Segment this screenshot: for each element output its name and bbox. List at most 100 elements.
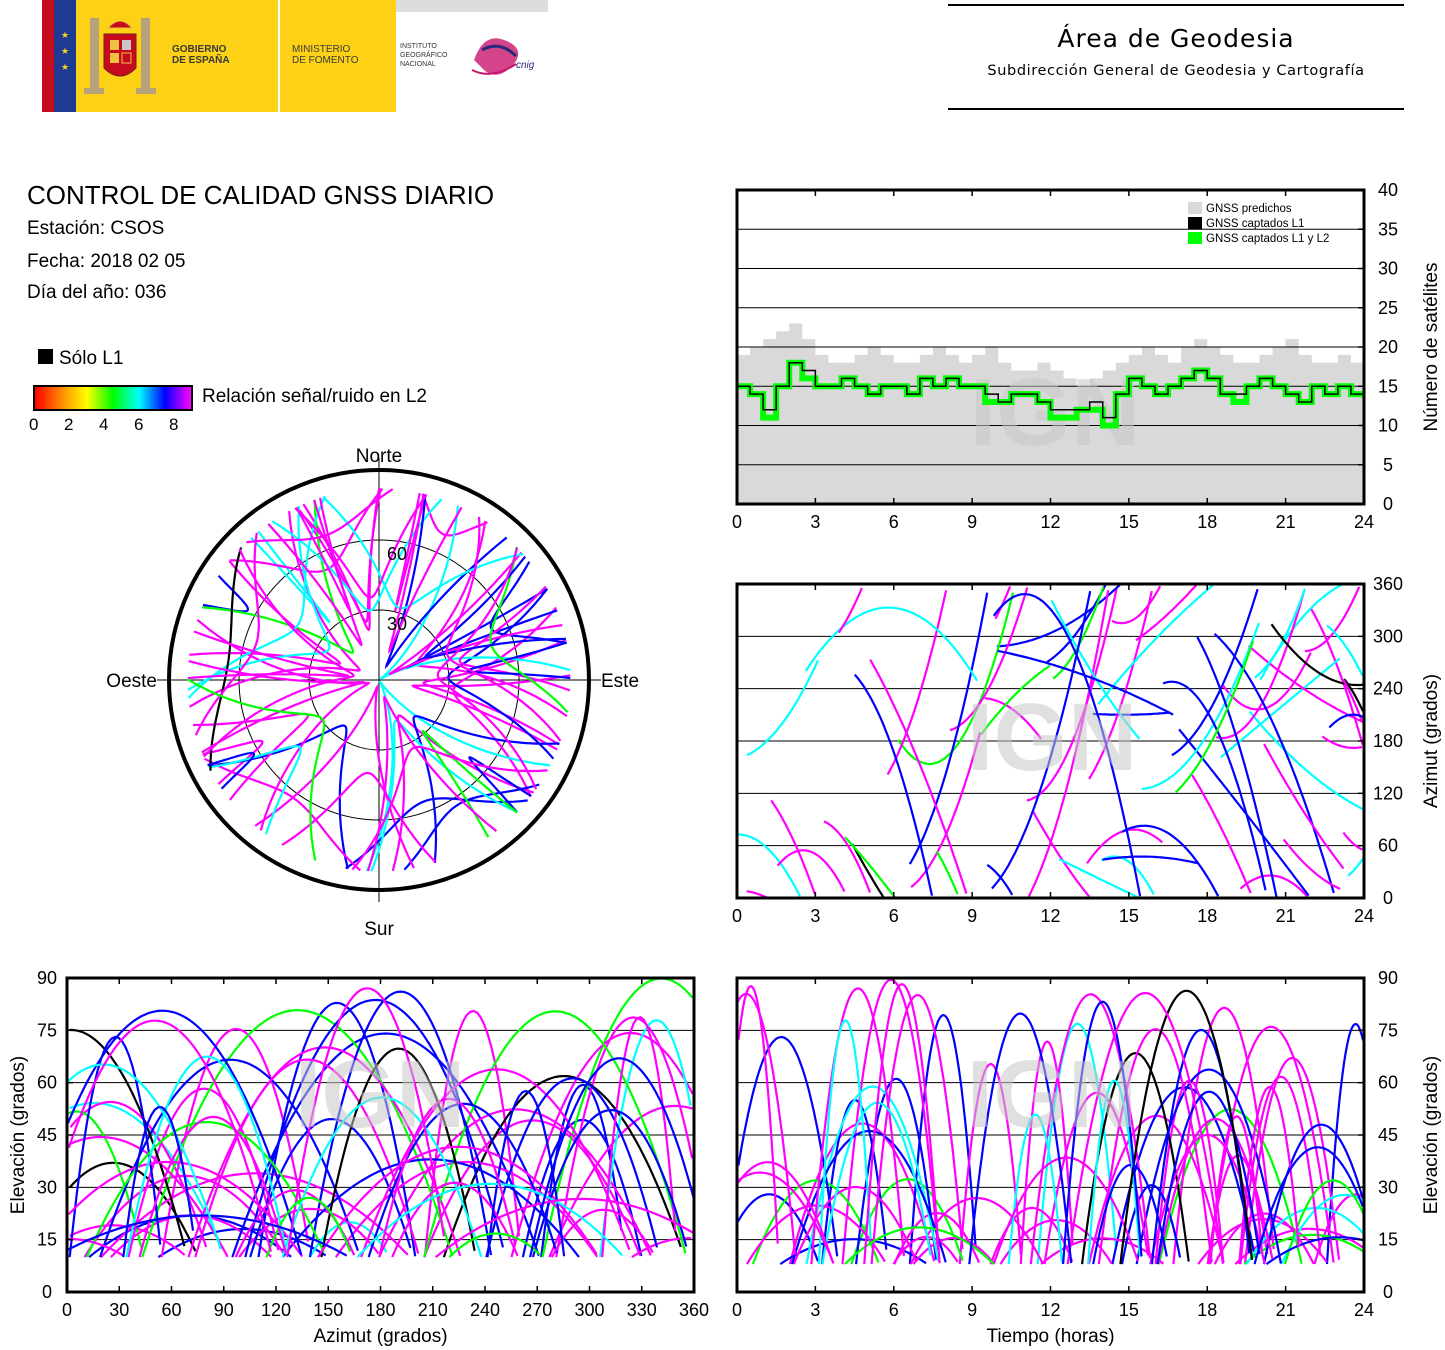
azimuth-track xyxy=(1222,652,1312,711)
gobierno-label: GOBIERNO DE ESPAÑA xyxy=(172,44,230,66)
y-tick-label: 10 xyxy=(1378,416,1398,436)
y-tick-label: 90 xyxy=(1378,968,1398,988)
azimuth-track xyxy=(1088,590,1153,780)
elevation-azimuth-track xyxy=(122,1106,195,1258)
skyplot-track xyxy=(384,494,508,670)
azimuth-track xyxy=(1162,680,1267,891)
elevation-azimuth-track xyxy=(265,1196,352,1258)
header-area: Área de Geodesia Subdirección General de… xyxy=(948,0,1404,112)
elevation-time-track xyxy=(751,1179,880,1265)
x-tick-label: 180 xyxy=(365,1300,395,1320)
azimuth-track xyxy=(1102,855,1199,865)
azimuth-track xyxy=(1027,590,1110,898)
azimuth-track xyxy=(1121,824,1220,897)
azimuth-track xyxy=(980,664,1051,736)
elevation-time-track xyxy=(736,992,797,1255)
header-logos: ★ ★ ★ GOBIERNO DE ESPAÑA MINISTERIO DE F… xyxy=(42,0,548,112)
skyplot-track xyxy=(229,488,384,573)
legend-label: GNSS predichos xyxy=(1206,203,1292,215)
elevation-time-track xyxy=(1087,1079,1142,1265)
elevation-azimuth-track xyxy=(281,1096,483,1258)
azimuth-track xyxy=(1247,644,1364,724)
skyplot-track xyxy=(412,715,560,864)
elevation-time-track xyxy=(992,1156,1139,1265)
x-tick-label: 9 xyxy=(967,906,977,926)
skyplot-track xyxy=(351,745,548,871)
snr-tick-8: 8 xyxy=(169,415,179,434)
skyplot-tracks xyxy=(187,488,571,872)
azimuth-track xyxy=(1196,636,1278,899)
y-tick-label: 35 xyxy=(1378,219,1398,239)
azimuth-track xyxy=(737,833,801,897)
elevation-azimuth-track xyxy=(138,1115,287,1258)
x-tick-label: 6 xyxy=(889,1300,899,1320)
elevation-time-track xyxy=(912,1237,995,1265)
elevation-time-track xyxy=(1007,1113,1064,1265)
skyplot-track xyxy=(187,495,327,699)
elevation-azimuth-tracks xyxy=(66,977,695,1259)
azimuth-track xyxy=(746,890,768,899)
elevation-time-track xyxy=(1280,1193,1364,1265)
skyplot-track xyxy=(271,498,443,612)
elevation-time-track xyxy=(841,978,940,1265)
azimuth-track xyxy=(1046,584,1107,663)
x-tick-label: 12 xyxy=(1040,906,1060,926)
elevation-time-track xyxy=(1156,1090,1261,1265)
cnig-label: cnig xyxy=(516,60,535,71)
azimuth-track xyxy=(1342,679,1364,723)
y-tick-label: 60 xyxy=(37,1073,57,1093)
azimuth-track xyxy=(1174,640,1255,794)
elevation-azimuth-track xyxy=(125,1055,288,1258)
x-tick-label: 270 xyxy=(522,1300,552,1320)
satellites-count-chart: IGN 0 3 6 9 12 15 18 21 24 0 5 10 15 20 25 30 35 40 Número … xyxy=(732,180,1442,532)
x-tick-label: 21 xyxy=(1276,1300,1296,1320)
skyplot-track xyxy=(187,630,351,680)
elevation-azimuth-track xyxy=(378,1097,517,1258)
azimuth-track xyxy=(1026,588,1118,802)
x-tick-label: 3 xyxy=(810,906,820,926)
azimuth-track xyxy=(1191,774,1252,894)
y-tick-label: 0 xyxy=(1383,1282,1393,1302)
x-tick-label: 240 xyxy=(470,1300,500,1320)
skyplot-track xyxy=(367,695,498,872)
date-label: Fecha: 2018 02 05 xyxy=(27,251,186,272)
x-tick-label: 21 xyxy=(1276,512,1296,532)
elevation-time-track xyxy=(1119,989,1254,1265)
elevation-time-chart: IGN 0 3 6 9 12 15 18 21 24 0 15 30 45 60 75 90 Elevación … xyxy=(732,968,1442,1347)
cardinal-south: Sur xyxy=(364,919,394,940)
y-tick-label: 180 xyxy=(1373,731,1403,751)
elevation-azimuth-track xyxy=(67,1019,272,1252)
y-axis-label: Azimut (grados) xyxy=(1421,674,1442,808)
x-tick-label: 24 xyxy=(1354,512,1374,532)
azimuth-track xyxy=(776,849,846,893)
elevation-azimuth-track xyxy=(360,1068,631,1258)
azimuth-track xyxy=(746,659,819,757)
y-tick-label: 15 xyxy=(1378,376,1398,396)
skyplot-track xyxy=(254,683,415,869)
header-rule-bottom xyxy=(948,108,1404,110)
snr-tick-6: 6 xyxy=(134,415,144,434)
x-tick-label: 24 xyxy=(1354,1300,1374,1320)
elevation-azimuth-track xyxy=(66,1009,303,1256)
azimuth-track xyxy=(1282,838,1341,890)
series-l1-line xyxy=(737,361,1364,419)
legend-swatch xyxy=(1188,217,1202,229)
elevation-time-track xyxy=(1265,1236,1365,1265)
cardinal-west: Oeste xyxy=(106,671,157,692)
elevation-azimuth-track xyxy=(510,1031,694,1258)
y-axis-label: Elevación (grados) xyxy=(1421,1056,1442,1214)
azimuth-tracks xyxy=(737,583,1364,899)
azimuth-track xyxy=(1342,831,1363,851)
elevation-azimuth-track xyxy=(66,1063,222,1250)
y-tick-label: 300 xyxy=(1373,626,1403,646)
azimuth-track xyxy=(949,587,1029,732)
y-tick-label: 60 xyxy=(1378,836,1398,856)
azimuth-track xyxy=(844,836,897,899)
l1-legend-label: Sólo L1 xyxy=(59,348,124,369)
elevation-azimuth-track xyxy=(67,1237,124,1257)
skyplot-track xyxy=(187,506,331,691)
elevation-azimuth-track xyxy=(286,987,445,1258)
x-tick-label: 120 xyxy=(261,1300,291,1320)
skyplot-track xyxy=(281,771,437,864)
